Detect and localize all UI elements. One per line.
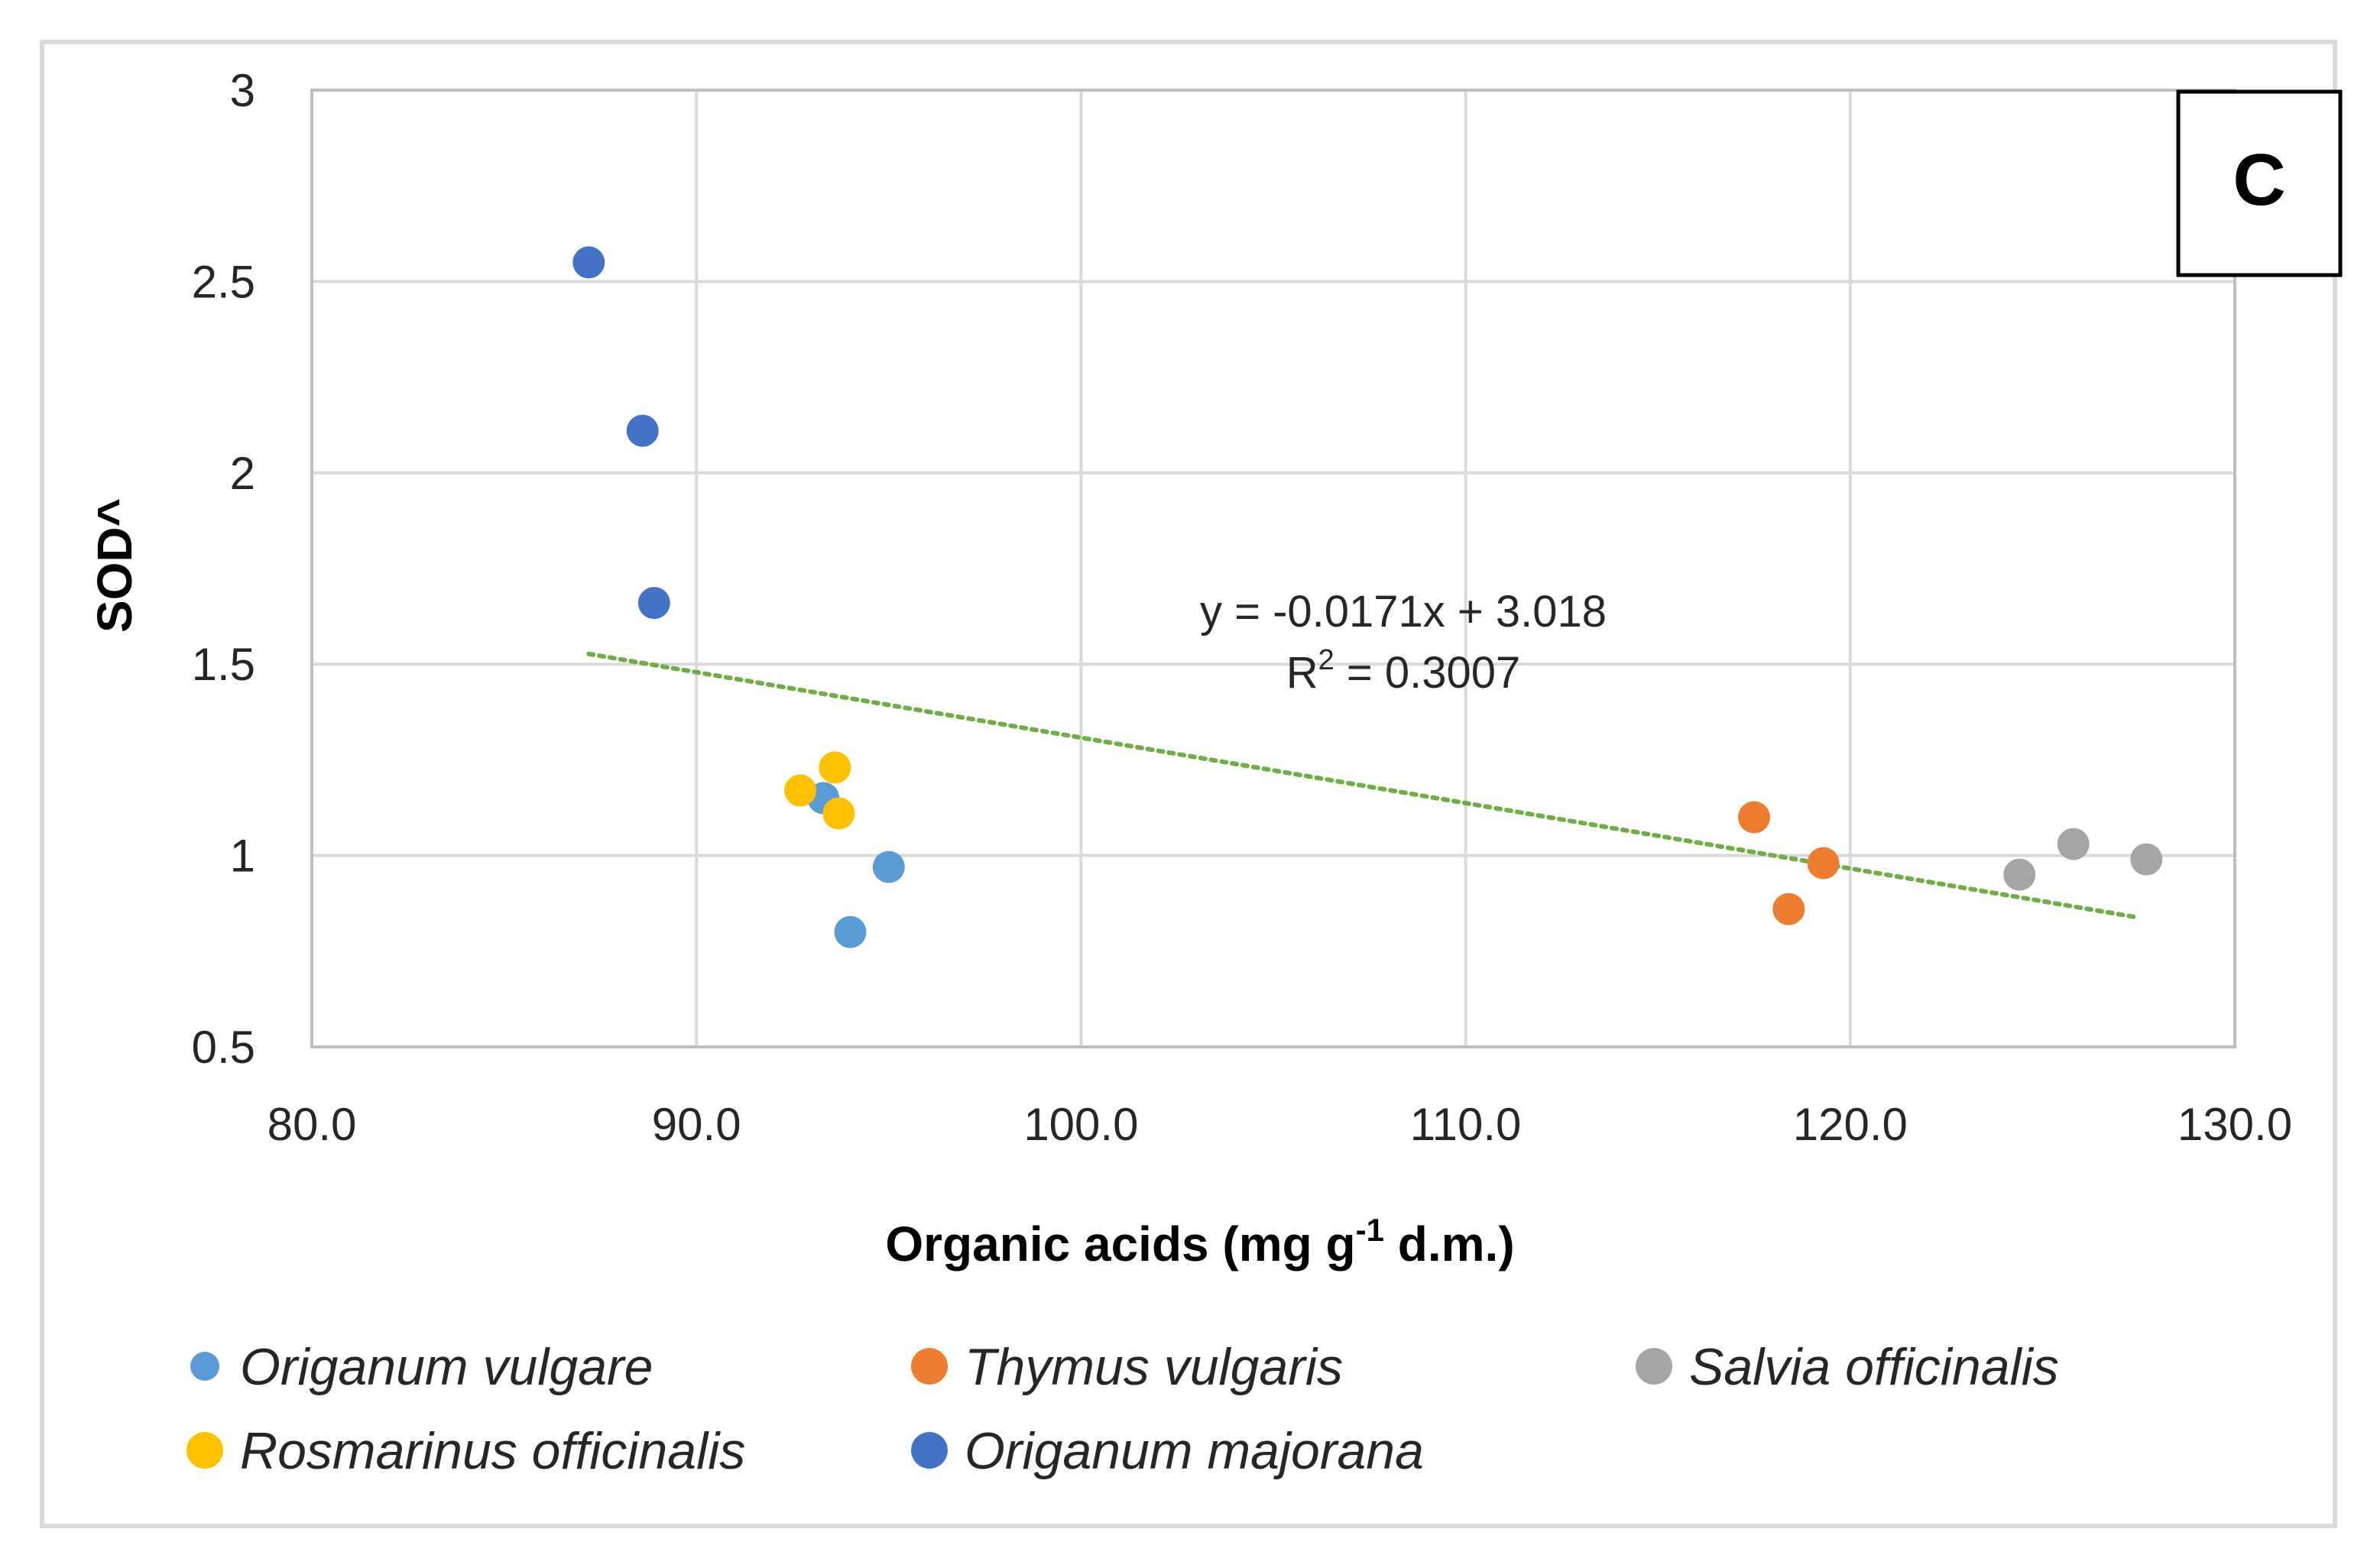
legend-marker-salvia-officinalis (1636, 1348, 1672, 1385)
point-origanum-majorana (572, 246, 605, 279)
chart-frame (40, 40, 2337, 1528)
legend-marker-origanum-majorana (911, 1432, 948, 1469)
x-tick-label: 90.0 (652, 1099, 741, 1150)
panel-label-box (2176, 89, 2343, 277)
point-rosmarinus-officinalis (819, 751, 851, 784)
x-axis-title: Organic acids (mg g-1 d.m.) (885, 1212, 1514, 1272)
y-axis-ticks: 0.5 1 1.5 2 2.5 3 (192, 65, 255, 1073)
grid-lines (310, 89, 2236, 1048)
point-salvia-officinalis (2130, 843, 2163, 876)
x-tick-label: 120.0 (1793, 1099, 1908, 1150)
x-tick-label: 100.0 (1023, 1099, 1138, 1150)
legend-label-origanum-majorana: Origanum majorana (965, 1422, 1424, 1480)
trendline-equation: y = -0.0171x + 3.018 (1200, 587, 1607, 637)
legend: Origanum vulgare Thymus vulgaris Salvia of… (186, 1338, 2059, 1480)
legend-label-thymus-vulgaris: Thymus vulgaris (965, 1338, 1343, 1396)
point-origanum-vulgare (834, 915, 867, 948)
y-tick-label: 1 (230, 831, 255, 882)
panel-label: C (2233, 139, 2285, 221)
legend-marker-rosmarinus-officinalis (186, 1432, 223, 1469)
point-thymus-vulgaris (1738, 801, 1770, 834)
point-origanum-majorana (626, 414, 659, 447)
point-rosmarinus-officinalis (784, 774, 817, 807)
legend-marker-origanum-vulgare (190, 1352, 219, 1381)
legend-label-origanum-vulgare: Origanum vulgare (240, 1338, 653, 1396)
y-tick-label: 1.5 (192, 639, 255, 690)
point-salvia-officinalis (2003, 858, 2036, 891)
y-tick-label: 2 (230, 448, 255, 499)
y-axis-title: SOD^ (87, 498, 142, 633)
point-rosmarinus-officinalis (822, 797, 855, 830)
point-origanum-majorana (637, 587, 670, 620)
point-origanum-vulgare (872, 850, 905, 883)
data-points (572, 246, 2163, 948)
x-tick-label: 130.0 (2178, 1099, 2292, 1150)
y-tick-label: 2.5 (192, 256, 255, 307)
y-tick-label: 3 (230, 65, 255, 116)
plot-area-border (310, 89, 2236, 1048)
r-squared-label: R2 = 0.3007 (1286, 644, 1521, 698)
y-tick-label: 0.5 (192, 1022, 255, 1073)
legend-label-salvia-officinalis: Salvia officinalis (1689, 1338, 2059, 1396)
point-thymus-vulgaris (1772, 893, 1805, 925)
point-salvia-officinalis (2057, 828, 2090, 860)
point-thymus-vulgaris (1807, 847, 1840, 880)
legend-label-rosmarinus-officinalis: Rosmarinus officinalis (240, 1422, 745, 1480)
legend-marker-thymus-vulgaris (911, 1348, 948, 1385)
trendline (586, 651, 2138, 919)
x-tick-label: 110.0 (1410, 1099, 1522, 1150)
x-tick-label: 80.0 (268, 1099, 357, 1150)
x-axis-ticks: 80.0 90.0 100.0 110.0 120.0 130.0 (268, 1099, 2292, 1150)
